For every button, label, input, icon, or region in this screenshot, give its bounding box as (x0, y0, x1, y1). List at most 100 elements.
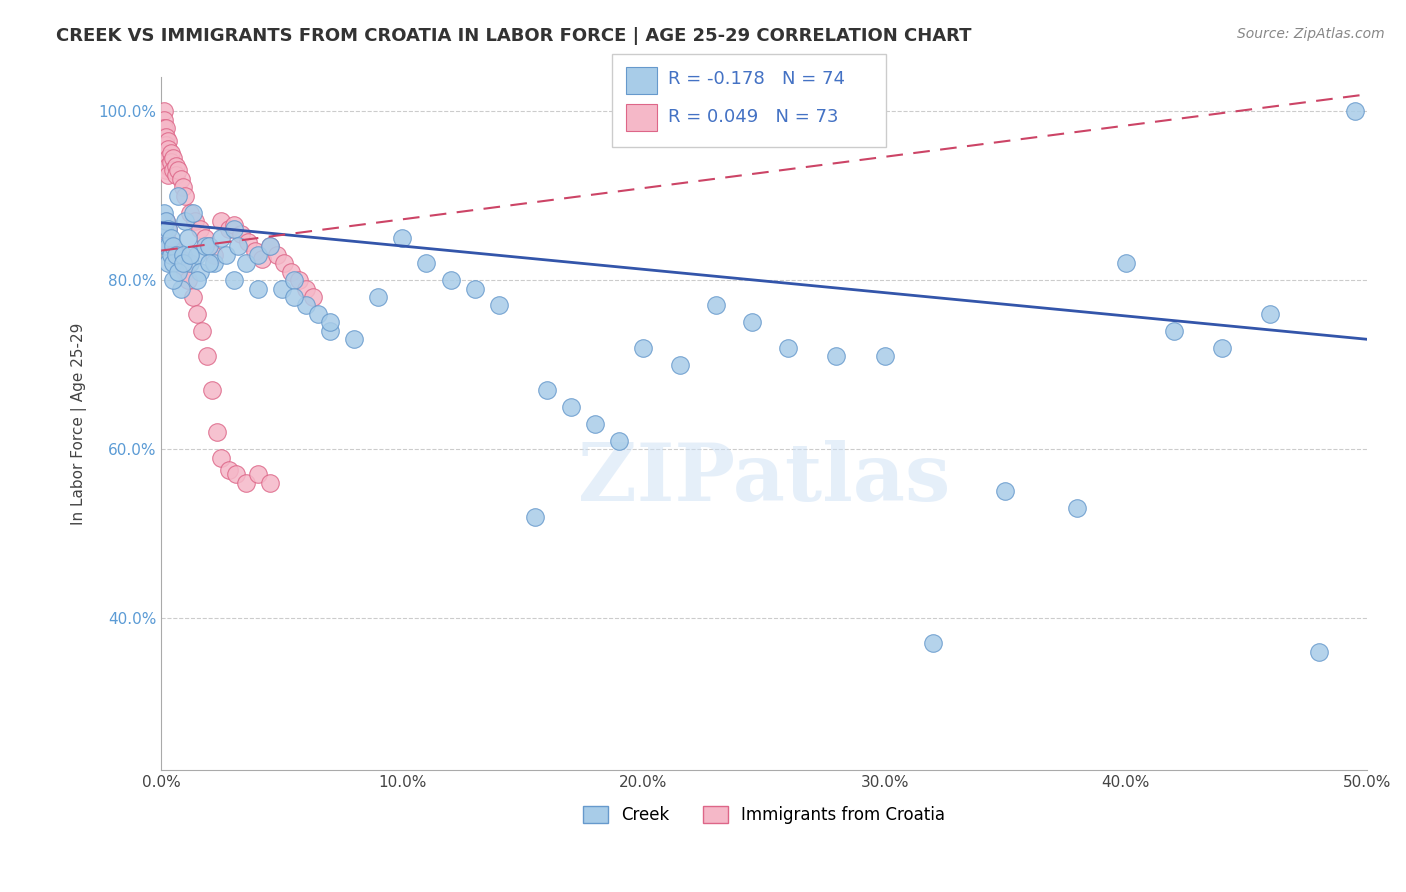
Point (179, 256, 201, 270)
Point (560, 400, 582, 414)
Text: CREEK VS IMMIGRANTS FROM CROATIA IN LABOR FORCE | AGE 25-29 CORRELATION CHART: CREEK VS IMMIGRANTS FROM CROATIA IN LABO… (56, 27, 972, 45)
Point (295, 282, 318, 296)
Point (464, 282, 486, 296)
Point (169, 252, 191, 266)
Point (222, 222, 245, 236)
Point (1115, 256, 1137, 270)
Point (155, 239, 177, 253)
Point (177, 273, 200, 287)
Point (202, 248, 225, 262)
Point (198, 256, 221, 270)
Point (179, 205, 201, 219)
Point (245, 244, 267, 258)
Point (266, 248, 288, 262)
Point (633, 341, 655, 355)
Point (172, 180, 194, 194)
Point (1260, 307, 1282, 321)
Point (215, 248, 238, 262)
Point (186, 248, 208, 262)
Point (169, 282, 191, 296)
Point (319, 324, 342, 338)
Point (741, 315, 763, 329)
Point (295, 298, 318, 312)
Point (181, 290, 204, 304)
Text: Source: ZipAtlas.com: Source: ZipAtlas.com (1237, 27, 1385, 41)
Point (162, 256, 184, 270)
Point (873, 349, 896, 363)
Point (488, 298, 510, 312)
Point (246, 467, 269, 482)
Point (152, 205, 174, 219)
Point (523, 509, 546, 524)
Point (1066, 501, 1088, 516)
Point (160, 155, 183, 169)
Point (160, 248, 183, 262)
Point (704, 298, 727, 312)
Point (174, 214, 197, 228)
Point (155, 129, 177, 144)
Point (280, 265, 302, 279)
Point (1308, 645, 1330, 659)
Point (188, 265, 211, 279)
Point (181, 205, 204, 219)
Point (162, 151, 184, 165)
Point (201, 383, 224, 397)
Point (211, 214, 233, 228)
Point (160, 231, 183, 245)
Point (1344, 104, 1367, 119)
Point (152, 121, 174, 136)
Point (167, 188, 190, 202)
Point (235, 475, 257, 490)
Point (157, 151, 180, 165)
Point (778, 341, 800, 355)
Point (165, 248, 187, 262)
Text: ZIPatlas: ZIPatlas (578, 440, 950, 518)
Point (211, 450, 233, 465)
Point (152, 138, 174, 153)
Point (186, 273, 208, 287)
Point (259, 239, 281, 253)
Point (218, 463, 240, 477)
Point (172, 256, 194, 270)
Point (157, 222, 180, 236)
Point (155, 214, 177, 228)
Point (157, 168, 180, 182)
Point (174, 188, 197, 202)
Point (202, 256, 225, 270)
Point (235, 256, 257, 270)
Point (157, 142, 180, 156)
Point (415, 256, 437, 270)
Point (191, 324, 214, 338)
Point (160, 239, 183, 253)
Point (229, 227, 252, 241)
Point (583, 417, 606, 431)
Point (155, 214, 177, 228)
Point (188, 222, 211, 236)
Point (218, 222, 240, 236)
Point (162, 244, 184, 258)
Point (157, 159, 180, 173)
Point (184, 214, 207, 228)
Point (270, 282, 292, 296)
Point (162, 163, 184, 178)
Point (172, 256, 194, 270)
Point (165, 248, 187, 262)
Point (155, 146, 177, 161)
Point (307, 307, 329, 321)
Point (172, 248, 194, 262)
Point (169, 171, 191, 186)
Point (155, 163, 177, 178)
Point (225, 467, 247, 482)
Point (391, 231, 413, 245)
Point (195, 349, 218, 363)
Point (246, 248, 269, 262)
Point (283, 290, 305, 304)
Point (157, 134, 180, 148)
Point (152, 231, 174, 245)
Point (198, 239, 221, 253)
Point (1211, 341, 1233, 355)
Point (174, 265, 197, 279)
Point (198, 239, 221, 253)
Point (994, 484, 1017, 499)
Point (167, 265, 190, 279)
